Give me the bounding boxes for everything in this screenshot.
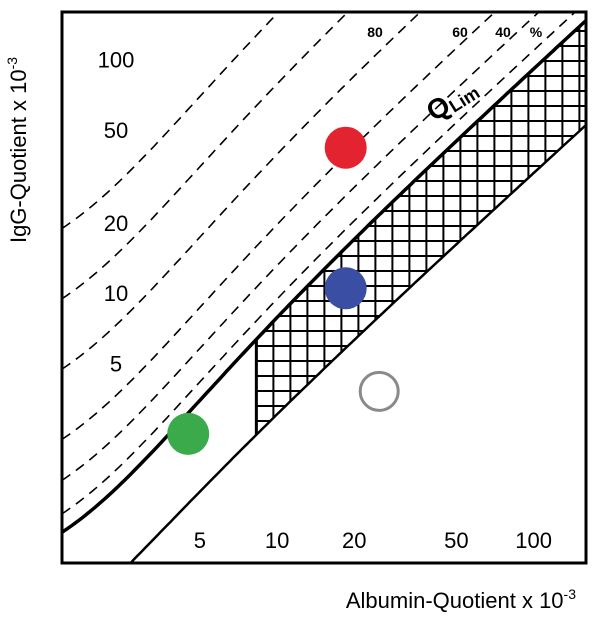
x-tick-label: 10: [265, 528, 289, 553]
dashed-fraction-line: [62, 12, 577, 515]
percent-label: 80: [367, 24, 383, 40]
dashed-fraction-line: [62, 12, 497, 441]
svg-text:IgG-Quotient x 10-3: IgG-Quotient x 10-3: [4, 57, 31, 243]
plot-area: [62, 12, 586, 563]
x-axis-title: Albumin-Quotient x 10-3: [346, 586, 576, 613]
percent-label: 60: [452, 24, 468, 40]
y-tick-label: 5: [110, 352, 122, 377]
data-point: [167, 412, 210, 455]
y-tick-label: 50: [104, 118, 128, 143]
dashed-fraction-line: [62, 12, 422, 370]
qlim-upper-curve: [62, 19, 586, 534]
lower-limit-curve: [128, 124, 586, 563]
x-tick-label: 5: [194, 528, 206, 553]
dashed-fraction-line: [62, 12, 541, 481]
percent-labels: 80 60 40%: [367, 24, 543, 40]
x-tick-label: 20: [342, 528, 366, 553]
y-axis-title-exponent: -3: [4, 57, 20, 70]
percent-label: %: [530, 24, 543, 40]
y-tick-label: 20: [104, 211, 128, 236]
x-tick-label: 50: [444, 528, 468, 553]
x-axis-title-exponent: -3: [564, 586, 577, 602]
data-point: [324, 267, 367, 310]
qlim-label: QLim: [421, 72, 484, 128]
y-axis-title: IgG-Quotient x 10-3: [4, 57, 31, 243]
y-tick-label: 100: [98, 48, 135, 73]
y-tick-label: 10: [104, 281, 128, 306]
data-points: [167, 126, 400, 455]
percent-label: 40: [495, 24, 511, 40]
plot-frame: [60, 10, 588, 565]
y-axis-title-text: IgG-Quotient x 10: [6, 69, 31, 243]
data-point: [358, 370, 400, 412]
x-tick-label: 100: [515, 528, 552, 553]
data-point: [324, 126, 367, 169]
tick-labels: 5 10 20 50 100 5 10 20 50 100: [98, 48, 552, 553]
x-axis-title-text: Albumin-Quotient x 10: [346, 588, 564, 613]
reference-lines: [62, 12, 586, 563]
